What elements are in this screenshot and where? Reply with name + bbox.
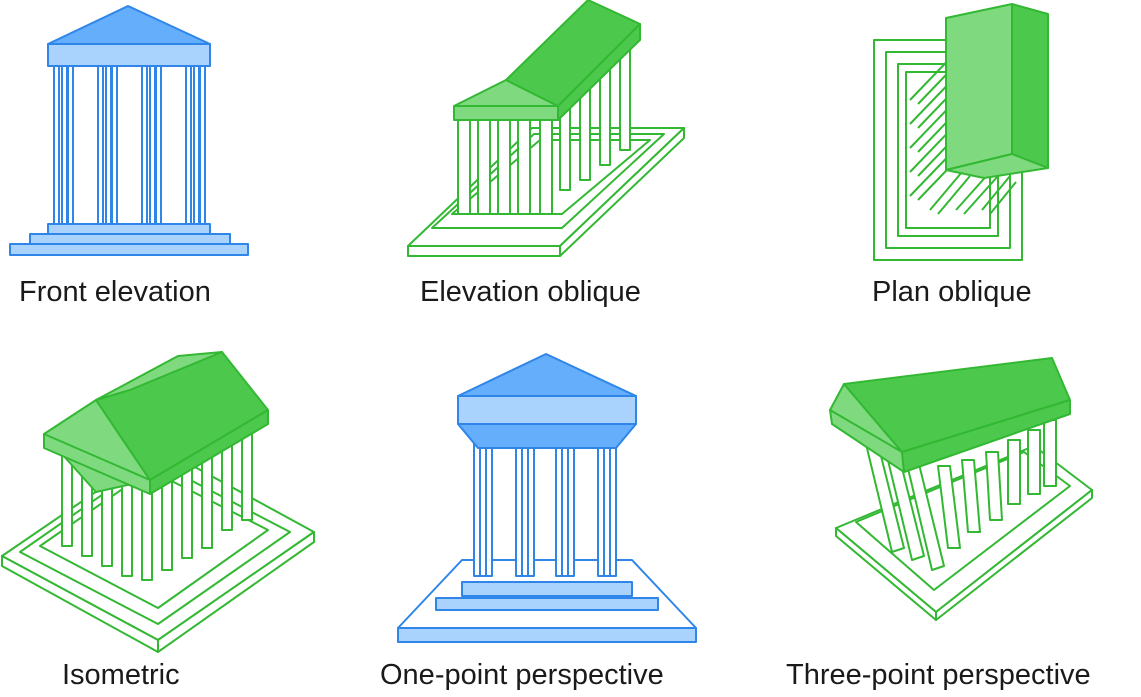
caption-one-point-perspective: One-point perspective	[380, 659, 664, 691]
front-elevation-step-3	[9, 243, 249, 256]
caption-front-elevation: Front elevation	[19, 276, 211, 308]
caption-isometric: Isometric	[62, 659, 180, 691]
caption-plan-oblique: Plan oblique	[872, 276, 1032, 308]
front-elevation-entablature	[47, 43, 211, 67]
caption-elevation-oblique: Elevation oblique	[420, 276, 641, 308]
caption-three-point-perspective: Three-point perspective	[786, 659, 1091, 691]
